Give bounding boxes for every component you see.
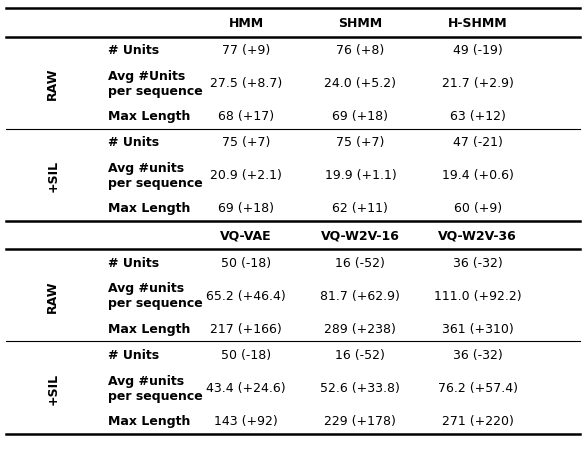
Text: 36 (-32): 36 (-32) bbox=[453, 256, 502, 269]
Text: 43.4 (+24.6): 43.4 (+24.6) bbox=[206, 381, 286, 394]
Text: 111.0 (+92.2): 111.0 (+92.2) bbox=[434, 289, 522, 302]
Text: 47 (-21): 47 (-21) bbox=[452, 136, 503, 149]
Text: 27.5 (+8.7): 27.5 (+8.7) bbox=[210, 77, 282, 90]
Text: SHMM: SHMM bbox=[338, 17, 383, 30]
Text: 20.9 (+2.1): 20.9 (+2.1) bbox=[210, 169, 282, 182]
Text: # Units: # Units bbox=[108, 256, 159, 269]
Text: Max Length: Max Length bbox=[108, 414, 191, 427]
Text: Avg #units
per sequence: Avg #units per sequence bbox=[108, 161, 203, 189]
Text: 21.7 (+2.9): 21.7 (+2.9) bbox=[442, 77, 513, 90]
Text: 143 (+92): 143 (+92) bbox=[214, 414, 278, 427]
Text: 16 (-52): 16 (-52) bbox=[335, 348, 386, 361]
Text: H-SHMM: H-SHMM bbox=[448, 17, 507, 30]
Text: Max Length: Max Length bbox=[108, 322, 191, 335]
Text: 289 (+238): 289 (+238) bbox=[325, 322, 396, 335]
Text: 16 (-52): 16 (-52) bbox=[335, 256, 386, 269]
Text: 65.2 (+46.4): 65.2 (+46.4) bbox=[206, 289, 286, 302]
Text: 52.6 (+33.8): 52.6 (+33.8) bbox=[321, 381, 400, 394]
Text: 49 (-19): 49 (-19) bbox=[453, 44, 502, 57]
Text: HMM: HMM bbox=[229, 17, 264, 30]
Text: 63 (+12): 63 (+12) bbox=[449, 110, 506, 123]
Text: Avg #units
per sequence: Avg #units per sequence bbox=[108, 374, 203, 402]
Text: RAW: RAW bbox=[46, 67, 59, 100]
Text: Max Length: Max Length bbox=[108, 110, 191, 123]
Text: 50 (-18): 50 (-18) bbox=[221, 256, 271, 269]
Text: 60 (+9): 60 (+9) bbox=[454, 202, 502, 215]
Text: Max Length: Max Length bbox=[108, 202, 191, 215]
Text: Avg #units
per sequence: Avg #units per sequence bbox=[108, 282, 203, 310]
Text: Avg #Units
per sequence: Avg #Units per sequence bbox=[108, 69, 203, 97]
Text: # Units: # Units bbox=[108, 136, 159, 149]
Text: 361 (+310): 361 (+310) bbox=[442, 322, 513, 335]
Text: +SIL: +SIL bbox=[46, 372, 59, 404]
Text: VQ-VAE: VQ-VAE bbox=[220, 229, 272, 242]
Text: +SIL: +SIL bbox=[46, 159, 59, 191]
Text: 229 (+178): 229 (+178) bbox=[325, 414, 396, 427]
Text: 271 (+220): 271 (+220) bbox=[442, 414, 513, 427]
Text: 75 (+7): 75 (+7) bbox=[222, 136, 270, 149]
Text: 75 (+7): 75 (+7) bbox=[336, 136, 384, 149]
Text: 77 (+9): 77 (+9) bbox=[222, 44, 270, 57]
Text: 76.2 (+57.4): 76.2 (+57.4) bbox=[438, 381, 517, 394]
Text: 217 (+166): 217 (+166) bbox=[210, 322, 282, 335]
Text: # Units: # Units bbox=[108, 348, 159, 361]
Text: 76 (+8): 76 (+8) bbox=[336, 44, 384, 57]
Text: 69 (+18): 69 (+18) bbox=[218, 202, 274, 215]
Text: VQ-W2V-16: VQ-W2V-16 bbox=[321, 229, 400, 242]
Text: 19.9 (+1.1): 19.9 (+1.1) bbox=[325, 169, 396, 182]
Text: VQ-W2V-36: VQ-W2V-36 bbox=[438, 229, 517, 242]
Text: RAW: RAW bbox=[46, 280, 59, 312]
Text: 36 (-32): 36 (-32) bbox=[453, 348, 502, 361]
Text: 68 (+17): 68 (+17) bbox=[218, 110, 274, 123]
Text: 50 (-18): 50 (-18) bbox=[221, 348, 271, 361]
Text: 81.7 (+62.9): 81.7 (+62.9) bbox=[321, 289, 400, 302]
Text: 24.0 (+5.2): 24.0 (+5.2) bbox=[325, 77, 396, 90]
Text: 69 (+18): 69 (+18) bbox=[332, 110, 389, 123]
Text: # Units: # Units bbox=[108, 44, 159, 57]
Text: 62 (+11): 62 (+11) bbox=[332, 202, 389, 215]
Text: 19.4 (+0.6): 19.4 (+0.6) bbox=[442, 169, 513, 182]
